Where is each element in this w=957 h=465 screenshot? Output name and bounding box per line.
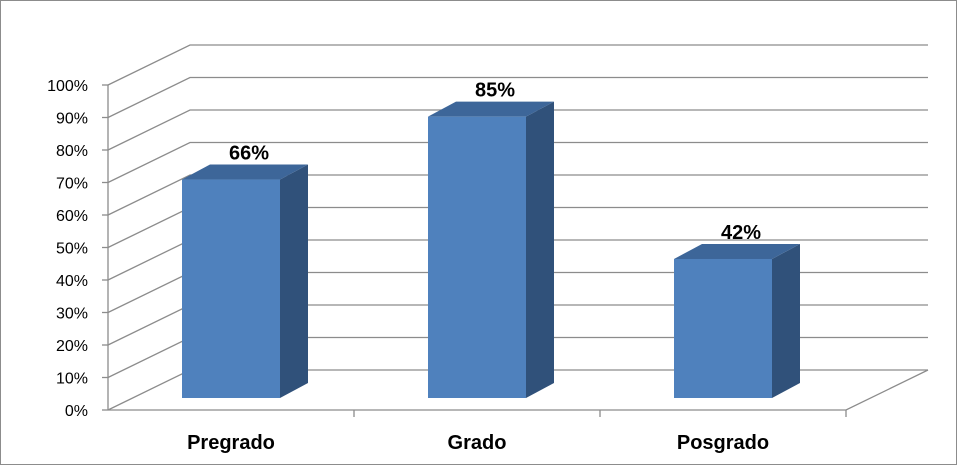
y-tick-label: 30% bbox=[56, 306, 88, 323]
y-tick-label: 40% bbox=[56, 273, 88, 290]
bar-top bbox=[674, 243, 800, 259]
label-layer: Pregrado 66% Grado 85% Posgrado 42% bbox=[187, 80, 769, 454]
x-tick-label: Pregrado bbox=[187, 432, 275, 454]
gridline bbox=[107, 44, 928, 86]
data-label: 66% bbox=[229, 143, 269, 165]
bar-top bbox=[182, 164, 308, 180]
bar-top bbox=[428, 101, 554, 117]
bar-layer bbox=[182, 101, 800, 399]
y-tick-label: 50% bbox=[56, 241, 88, 258]
gridline bbox=[107, 141, 928, 184]
bar-side bbox=[772, 243, 800, 398]
gridline bbox=[107, 109, 928, 151]
x-tick-label: Grado bbox=[448, 432, 507, 454]
bar-side bbox=[280, 164, 308, 398]
gridline bbox=[107, 76, 928, 119]
gridline bbox=[107, 174, 928, 216]
y-tick-label: 0% bbox=[65, 403, 88, 420]
data-label: 42% bbox=[721, 222, 761, 244]
bar bbox=[674, 258, 772, 398]
y-tick-label: 60% bbox=[56, 208, 88, 225]
y-tick-label: 80% bbox=[56, 143, 88, 160]
axis-layer: 0% 10% 20% 30% 40% 50% 60% 70% 80% 90% 100% bbox=[47, 78, 929, 420]
bar bbox=[182, 179, 280, 398]
bar-side bbox=[526, 101, 554, 399]
y-tick-label: 90% bbox=[56, 111, 88, 128]
x-tick-label: Posgrado bbox=[677, 432, 769, 454]
y-tick-label: 70% bbox=[56, 176, 88, 193]
y-tick-label: 100% bbox=[47, 78, 88, 95]
data-label: 85% bbox=[475, 80, 515, 102]
y-tick-label: 10% bbox=[56, 371, 88, 388]
y-tick-label: 20% bbox=[56, 338, 88, 355]
bar bbox=[428, 116, 526, 399]
